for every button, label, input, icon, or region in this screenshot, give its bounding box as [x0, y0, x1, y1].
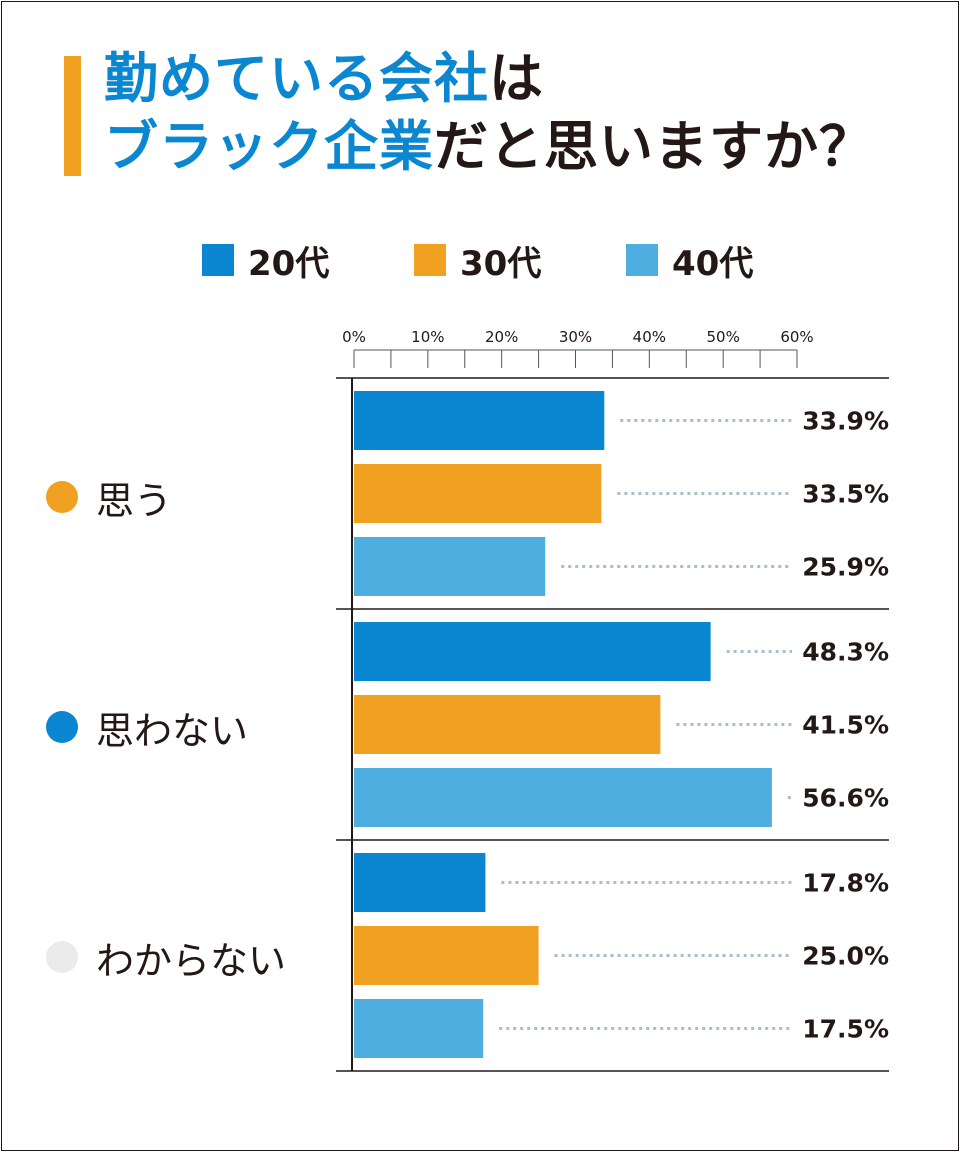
- title-plain-text-1: は: [489, 47, 544, 110]
- bar-1-0: [354, 622, 711, 681]
- legend-item-30s: 30代: [414, 240, 541, 284]
- legend-item-20s: 20代: [202, 240, 329, 284]
- category-dot-wakaranai: [46, 941, 78, 973]
- title-accent-text-1: 勤めている会社: [104, 47, 489, 110]
- value-label-1-0: 48.3%: [802, 638, 889, 667]
- category-label-omou: 思う: [46, 474, 172, 523]
- value-label-0-1: 33.5%: [802, 480, 889, 509]
- value-label-2-1: 25.0%: [802, 942, 889, 971]
- bar-1-2: [354, 768, 772, 827]
- title-plain-text-2: だと思いますか？: [434, 115, 874, 178]
- bar-0-1: [354, 464, 602, 523]
- value-label-2-2: 17.5%: [802, 1015, 889, 1044]
- x-tick-label-2: 20%: [485, 328, 518, 346]
- bar-0-2: [354, 537, 546, 596]
- title-accent-text-2: ブラック企業: [104, 115, 434, 178]
- x-tick-label-3: 30%: [559, 328, 592, 346]
- x-tick-label-0: 0%: [342, 328, 366, 346]
- x-tick-label-1: 10%: [411, 328, 444, 346]
- title-accent-bar: [64, 56, 81, 176]
- legend-swatch-30s: [414, 244, 446, 276]
- value-label-1-1: 41.5%: [802, 711, 889, 740]
- category-label-wakaranai: わからない: [46, 934, 286, 983]
- chart-title-line-2: ブラック企業だと思いますか？: [104, 120, 874, 174]
- bar-2-0: [354, 853, 486, 912]
- bar-0-0: [354, 391, 605, 450]
- legend-label-40s: 40代: [672, 243, 754, 284]
- legend-label-30s: 30代: [460, 243, 542, 284]
- x-tick-label-5: 50%: [706, 328, 739, 346]
- category-text-wakaranai: わからない: [96, 938, 287, 983]
- bar-2-1: [354, 926, 539, 985]
- value-label-0-0: 33.9%: [802, 407, 889, 436]
- category-text-omowanai: 思わない: [96, 708, 249, 753]
- chart-title-line-1: 勤めている会社は: [104, 52, 544, 106]
- value-label-0-2: 25.9%: [802, 553, 889, 582]
- category-text-omou: 思う: [96, 478, 173, 523]
- category-dot-omowanai: [46, 711, 78, 743]
- x-tick-label-6: 60%: [780, 328, 813, 346]
- value-label-1-2: 56.6%: [802, 784, 889, 813]
- legend-swatch-20s: [202, 244, 234, 276]
- legend-swatch-40s: [626, 244, 658, 276]
- category-dot-omou: [46, 481, 78, 513]
- legend-item-40s: 40代: [626, 240, 753, 284]
- bar-1-1: [354, 695, 661, 754]
- x-tick-label-4: 40%: [633, 328, 666, 346]
- bar-2-2: [354, 999, 484, 1058]
- legend-label-20s: 20代: [248, 243, 330, 284]
- category-label-omowanai: 思わない: [46, 704, 248, 753]
- value-label-2-0: 17.8%: [802, 869, 889, 898]
